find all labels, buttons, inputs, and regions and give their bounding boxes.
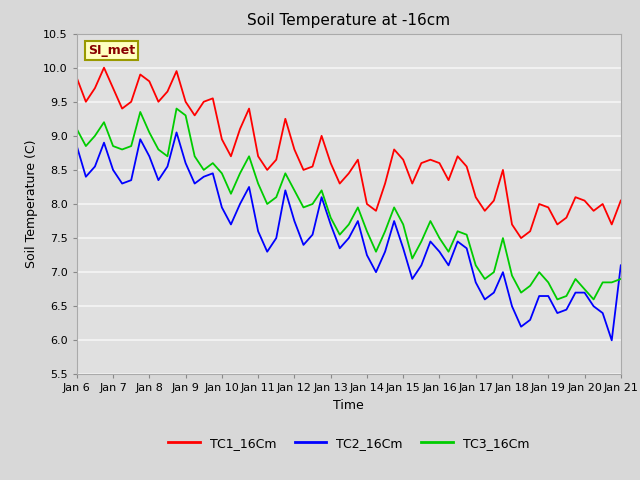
Y-axis label: Soil Temperature (C): Soil Temperature (C) bbox=[24, 140, 38, 268]
Text: SI_met: SI_met bbox=[88, 44, 135, 57]
Legend: TC1_16Cm, TC2_16Cm, TC3_16Cm: TC1_16Cm, TC2_16Cm, TC3_16Cm bbox=[163, 432, 534, 455]
X-axis label: Time: Time bbox=[333, 399, 364, 412]
Title: Soil Temperature at -16cm: Soil Temperature at -16cm bbox=[247, 13, 451, 28]
